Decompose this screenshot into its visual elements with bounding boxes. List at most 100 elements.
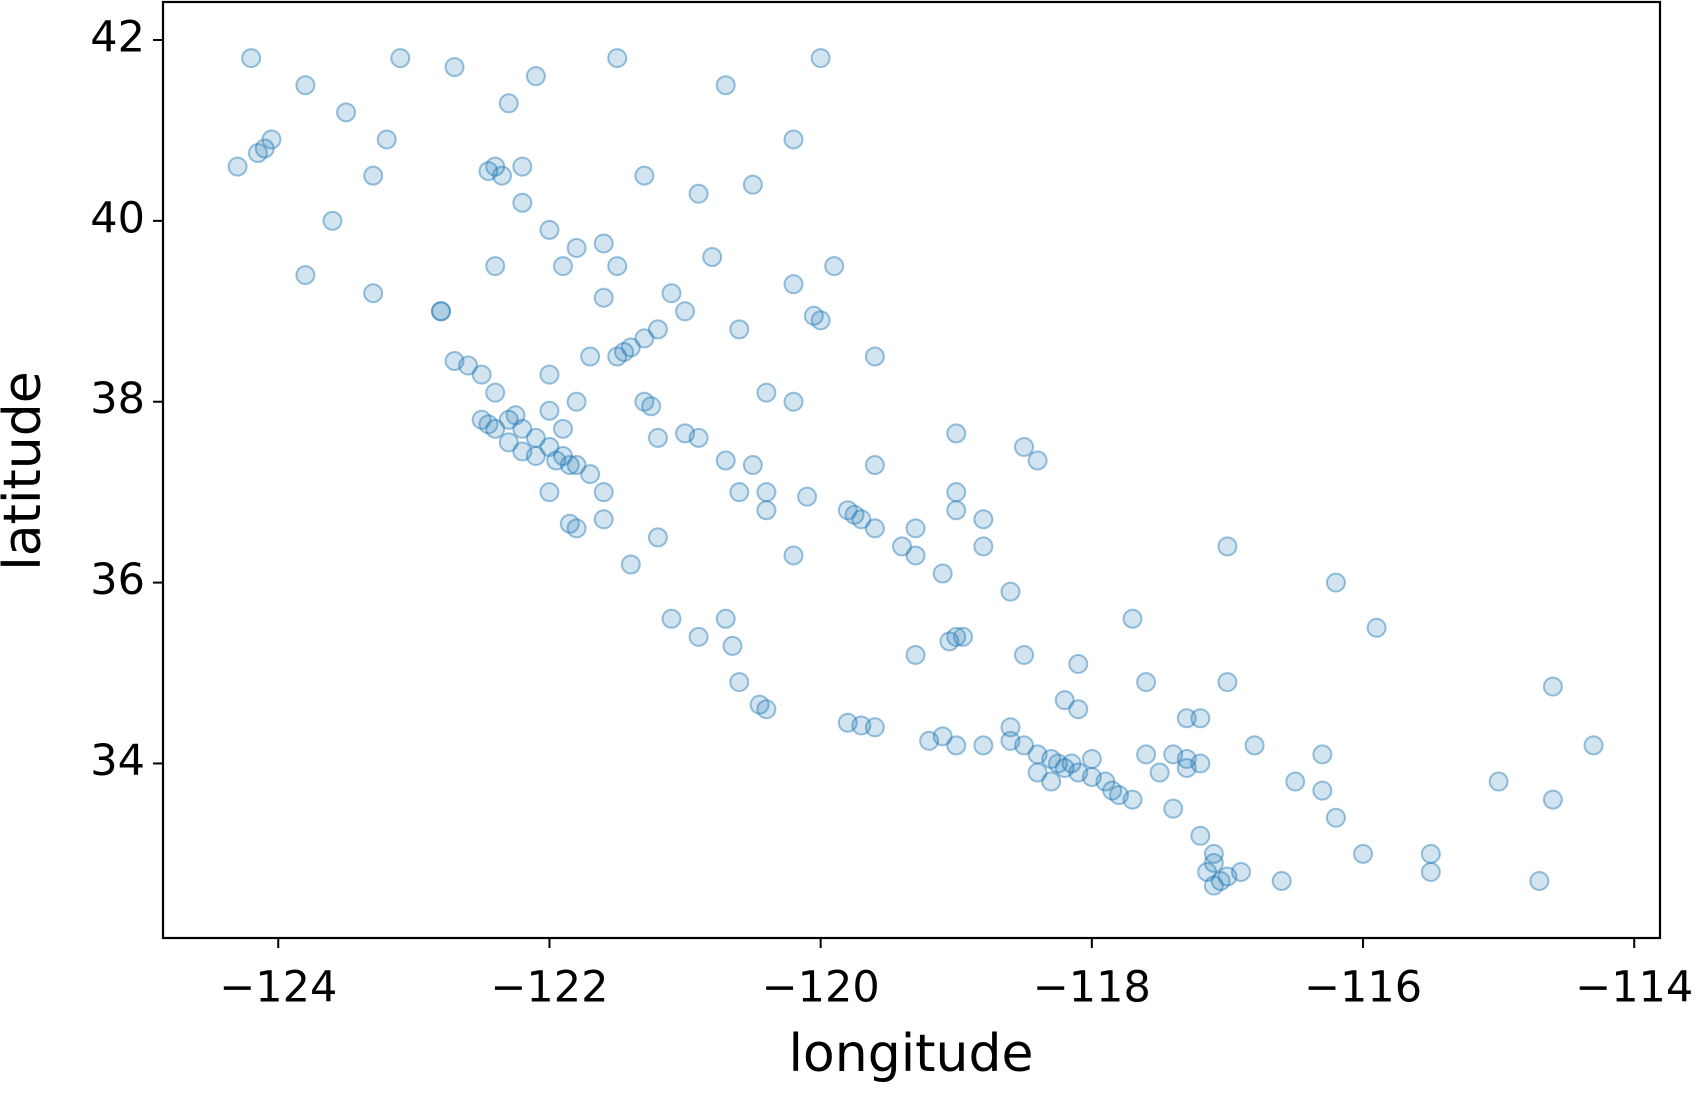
- point: [905, 545, 926, 566]
- point: [1542, 676, 1563, 697]
- point: [505, 405, 526, 426]
- y-tick-label: 34: [90, 736, 145, 786]
- point: [837, 712, 858, 733]
- point: [715, 608, 736, 629]
- point: [729, 319, 750, 340]
- point: [1529, 871, 1550, 892]
- point: [1231, 861, 1252, 882]
- point: [512, 156, 533, 177]
- point: [810, 310, 831, 331]
- point: [485, 256, 506, 277]
- point: [607, 256, 628, 277]
- point: [1325, 572, 1346, 593]
- point: [471, 409, 492, 430]
- point: [498, 93, 519, 114]
- point: [1068, 699, 1089, 720]
- point: [749, 694, 770, 715]
- point: [580, 464, 601, 485]
- point: [458, 355, 479, 376]
- point: [485, 382, 506, 403]
- point: [702, 247, 723, 268]
- point: [729, 672, 750, 693]
- point: [688, 183, 709, 204]
- point: [675, 423, 696, 444]
- point: [512, 441, 533, 462]
- point: [1047, 753, 1068, 774]
- point: [1095, 771, 1116, 792]
- point: [1176, 708, 1197, 729]
- point: [539, 400, 560, 421]
- point: [837, 500, 858, 521]
- point: [1027, 744, 1048, 765]
- point: [1542, 789, 1563, 810]
- point: [973, 509, 994, 530]
- point: [336, 102, 357, 123]
- point: [1244, 735, 1265, 756]
- x-tick-label: −118: [1033, 963, 1151, 1013]
- point: [973, 536, 994, 557]
- point: [553, 445, 574, 466]
- point: [1068, 762, 1089, 783]
- point: [783, 391, 804, 412]
- point: [539, 364, 560, 385]
- point: [851, 715, 872, 736]
- point: [1163, 744, 1184, 765]
- point: [444, 57, 465, 78]
- y-axis-label: latitude: [0, 371, 53, 571]
- point: [478, 414, 499, 435]
- point: [1197, 861, 1218, 882]
- point: [485, 156, 506, 177]
- point: [1190, 708, 1211, 729]
- point: [756, 482, 777, 503]
- point: [593, 287, 614, 308]
- point: [566, 237, 587, 258]
- point: [498, 409, 519, 430]
- point: [607, 346, 628, 367]
- point: [1353, 843, 1374, 864]
- point: [1176, 757, 1197, 778]
- point: [1366, 617, 1387, 638]
- point: [1203, 875, 1224, 896]
- point: [1285, 771, 1306, 792]
- point: [1583, 735, 1604, 756]
- point: [1420, 861, 1441, 882]
- point: [620, 337, 641, 358]
- point: [953, 626, 974, 647]
- point: [634, 391, 655, 412]
- point: [715, 450, 736, 471]
- point: [824, 256, 845, 277]
- point: [241, 48, 262, 69]
- point: [295, 75, 316, 96]
- point: [559, 513, 580, 534]
- x-tick-label: −120: [762, 963, 880, 1013]
- y-tick-label: 36: [90, 555, 145, 605]
- point: [1190, 825, 1211, 846]
- point: [566, 455, 587, 476]
- point: [946, 482, 967, 503]
- point: [444, 351, 465, 372]
- point: [905, 518, 926, 539]
- point: [376, 129, 397, 150]
- point: [1027, 450, 1048, 471]
- point: [634, 165, 655, 186]
- point: [803, 305, 824, 326]
- point: [1176, 748, 1197, 769]
- point: [973, 735, 994, 756]
- point: [478, 161, 499, 182]
- x-tick-label: −122: [490, 963, 608, 1013]
- point: [946, 500, 967, 521]
- point: [247, 143, 268, 164]
- point: [1488, 771, 1509, 792]
- point: [390, 48, 411, 69]
- point: [864, 346, 885, 367]
- point: [566, 391, 587, 412]
- point: [1149, 762, 1170, 783]
- point: [729, 482, 750, 503]
- point: [1163, 798, 1184, 819]
- point: [322, 210, 343, 231]
- point: [1122, 789, 1143, 810]
- point: [525, 427, 546, 448]
- point: [1325, 807, 1346, 828]
- point: [1203, 843, 1224, 864]
- point: [546, 450, 567, 471]
